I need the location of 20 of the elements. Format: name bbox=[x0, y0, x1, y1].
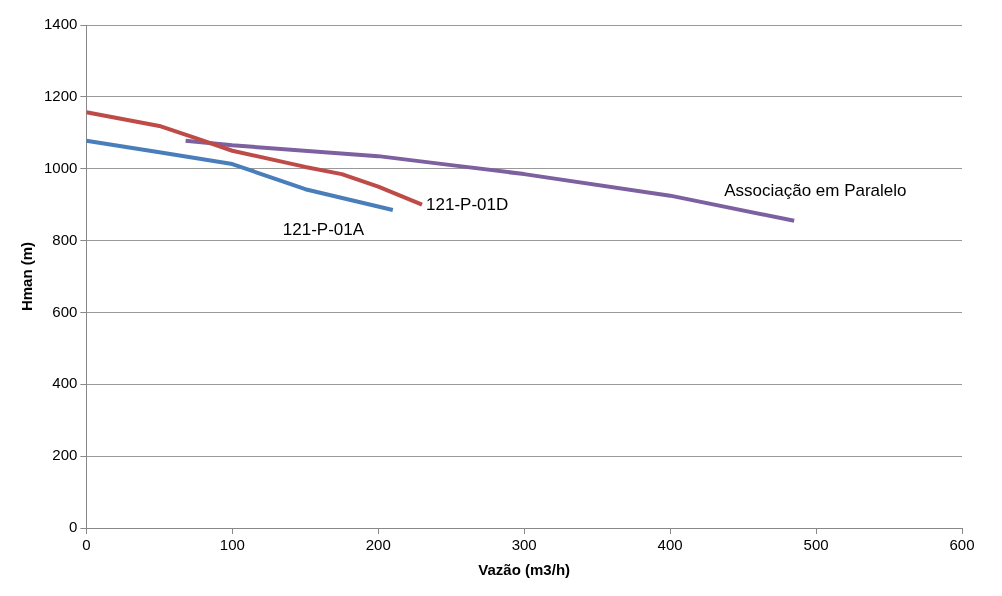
y-axis-title: Hman (m) bbox=[18, 241, 36, 312]
y-tick-label: 600 bbox=[52, 302, 78, 320]
y-tick-label: 0 bbox=[69, 518, 78, 536]
y-tick-label: 400 bbox=[52, 374, 78, 392]
y-tick-label: 1000 bbox=[43, 158, 78, 176]
series-label: Associação em Paralelo bbox=[724, 180, 907, 201]
y-tick-label: 800 bbox=[52, 230, 78, 248]
x-tick-label: 0 bbox=[82, 536, 91, 554]
y-tick-label: 1400 bbox=[43, 15, 78, 33]
x-axis-title: Vazão (m3/h) bbox=[478, 561, 571, 579]
y-tick-label: 1200 bbox=[43, 87, 78, 104]
x-tick-label: 500 bbox=[803, 536, 829, 554]
y-tick-label: 200 bbox=[52, 446, 78, 464]
x-tick-label: 200 bbox=[365, 536, 391, 554]
x-tick-label: 600 bbox=[949, 536, 975, 554]
x-tick-label: 300 bbox=[511, 536, 537, 554]
x-tick-label: 100 bbox=[219, 536, 245, 554]
x-tick-label: 400 bbox=[657, 536, 683, 554]
series-label: 121-P-01D bbox=[426, 194, 509, 215]
series-label: 121-P-01A bbox=[282, 220, 365, 241]
